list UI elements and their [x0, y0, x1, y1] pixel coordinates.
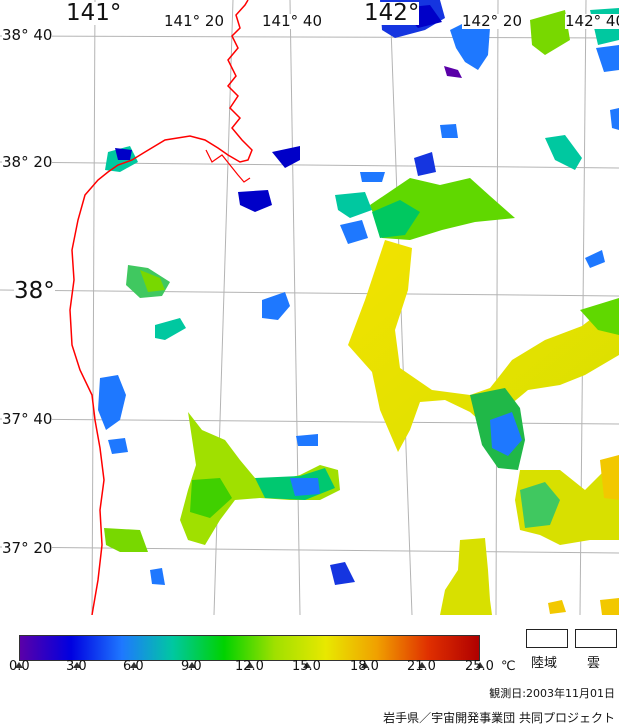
lon-label: 141° 20: [164, 12, 224, 30]
colorbar-tick-label: 6.0: [123, 659, 144, 674]
sst-patch: [104, 528, 148, 552]
lat-label: 37° 20: [2, 539, 53, 557]
colorbar-tick-label: 12.0: [235, 659, 264, 674]
sst-patch: [140, 270, 165, 292]
sst-patch: [585, 250, 605, 268]
sst-patch: [600, 455, 619, 500]
sst-patch: [545, 135, 582, 170]
organization-credit: 岩手県／宇宙開発事業団 共同プロジェクト: [383, 711, 615, 725]
sst-patch: [520, 482, 560, 528]
sst-patch: [340, 220, 368, 244]
colorbar-tick: [15, 662, 23, 668]
lat-label: 38°: [14, 278, 55, 304]
colorbar-tick: [418, 662, 426, 668]
lon-label: 142°: [364, 0, 420, 26]
cloud-label: 雲: [587, 656, 601, 671]
coastline-bay: [205, 149, 251, 183]
sst-patch: [190, 478, 232, 518]
unit-label: ℃: [501, 659, 516, 674]
parallel-line: [0, 546, 619, 554]
sst-patch: [348, 240, 619, 452]
colorbar-tick-label: 18.0: [350, 659, 379, 674]
sst-patch: [155, 318, 186, 340]
map-canvas: [0, 0, 619, 615]
colorbar-tick-label: 3.0: [66, 659, 87, 674]
colorbar-tick: [361, 662, 369, 668]
lon-label: 141° 40: [262, 12, 322, 30]
meridian-line: [91, 0, 96, 615]
sst-patch: [372, 200, 420, 238]
colorbar-tick: [73, 662, 81, 668]
cloud-swatch: [575, 629, 617, 648]
colorbar-tick-label: 25.0: [465, 659, 494, 674]
sst-patch: [238, 190, 272, 212]
colorbar-tick: [188, 662, 196, 668]
colorbar-tick: [303, 662, 311, 668]
sst-patch: [414, 152, 436, 176]
sst-patch: [296, 434, 318, 446]
land-swatch: [526, 629, 568, 648]
parallel-line: [0, 35, 619, 39]
lat-label: 37° 40: [2, 410, 53, 428]
lat-label: 38° 40: [2, 26, 53, 44]
lon-label: 142° 40: [565, 14, 619, 29]
legend-panel: 0.0 3.0 6.0 9.0 12.0 15.0 18.0 21.0 25.0…: [0, 615, 619, 725]
meridian-line: [495, 0, 499, 615]
sst-patch: [360, 172, 385, 182]
sst-patch: [330, 562, 355, 585]
lat-label: 38° 20: [2, 153, 53, 171]
meridian-line: [289, 0, 301, 615]
colorbar-tick-label: 9.0: [181, 659, 202, 674]
sst-patch: [272, 146, 300, 168]
lon-label: 142° 20: [462, 12, 522, 30]
sst-patch: [98, 375, 126, 430]
sst-patch: [548, 600, 566, 614]
sst-patch: [610, 108, 619, 130]
land-label: 陸域: [531, 656, 558, 671]
sst-patch: [115, 148, 132, 160]
temperature-colorbar: [19, 635, 480, 661]
sea-surface-temperature-map: 141° 141° 20 141° 40 142° 142° 20 142° 4…: [0, 0, 619, 615]
sst-patch: [108, 438, 128, 454]
colorbar-tick-label: 0.0: [9, 659, 30, 674]
observation-date: 観測日:2003年11月01日: [489, 687, 615, 700]
sst-patch: [444, 66, 462, 78]
parallel-line: [0, 289, 619, 297]
sst-patch: [600, 598, 619, 615]
sst-patch: [290, 478, 320, 496]
colorbar-tick-label: 15.0: [292, 659, 321, 674]
sst-patch: [440, 124, 458, 138]
sst-patch: [262, 292, 290, 320]
temperature-patches: [98, 0, 619, 615]
sst-patch: [335, 192, 372, 218]
coastline: [69, 0, 253, 615]
sst-patch: [440, 538, 492, 615]
lon-label: 141°: [66, 0, 122, 26]
colorbar-tick-label: 21.0: [407, 659, 436, 674]
parallel-line: [0, 161, 619, 169]
sst-patch: [596, 45, 619, 72]
sst-patch: [450, 20, 490, 70]
sst-patch: [530, 10, 570, 55]
colorbar-tick: [246, 662, 254, 668]
sst-patch: [580, 298, 619, 335]
colorbar-tick: [476, 662, 484, 668]
sst-patch: [490, 412, 522, 456]
sst-patch: [150, 568, 165, 585]
colorbar-tick: [130, 662, 138, 668]
